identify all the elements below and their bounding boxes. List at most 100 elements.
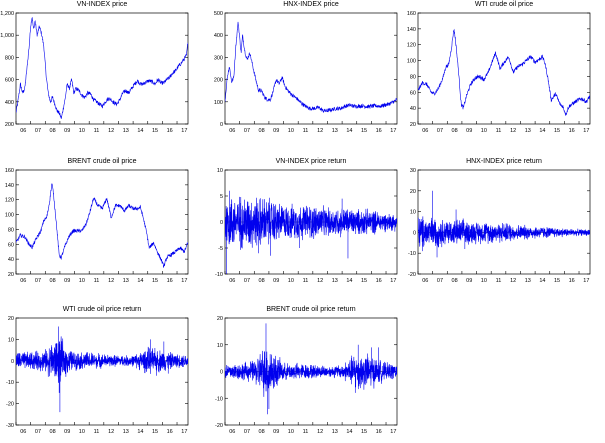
x-tick-label: 15 [152, 429, 158, 435]
x-tick-label: 11 [303, 429, 309, 435]
x-tick-label: 13 [123, 278, 129, 284]
x-tick-label: 12 [510, 128, 516, 134]
y-tick-label: 100 [407, 59, 416, 65]
x-tick-label: 06 [422, 128, 428, 134]
x-tick-label: 17 [181, 429, 187, 435]
x-tick-label: 10 [288, 278, 294, 284]
x-tick-label: 13 [123, 128, 129, 134]
x-tick-label: 15 [554, 128, 560, 134]
x-tick-label: 13 [525, 278, 531, 284]
y-tick-label: 30 [410, 168, 416, 174]
y-tick-label: 10 [217, 168, 223, 174]
x-tick-label: 15 [361, 128, 367, 134]
chart-title: VN-INDEX price return [276, 158, 347, 165]
x-tick-label: 17 [390, 278, 396, 284]
y-tick-label: 400 [5, 100, 14, 106]
y-tick-label: 40 [8, 257, 14, 263]
y-tick-label: 1,000 [0, 33, 14, 39]
x-tick-label: 09 [273, 278, 279, 284]
x-tick-label: 10 [288, 429, 294, 435]
y-tick-label: 800 [5, 55, 14, 61]
chart-title: WTI crude oil price return [63, 306, 142, 313]
y-tick-label: 5 [220, 194, 223, 200]
y-tick-label: 10 [217, 343, 223, 349]
x-tick-label: 08 [259, 128, 265, 134]
plot-frame [224, 12, 398, 125]
y-tick-label: -10 [215, 396, 223, 402]
x-tick-label: 14 [346, 128, 352, 134]
x-tick-label: 16 [569, 278, 575, 284]
chart-title: BRENT crude oil price return [266, 306, 355, 313]
x-tick-label: 16 [376, 128, 382, 134]
x-tick-label: 12 [317, 429, 323, 435]
x-tick-label: 14 [137, 429, 143, 435]
x-tick-label: 11 [496, 278, 502, 284]
y-tick-label: 140 [407, 27, 416, 33]
x-tick-label: 10 [79, 128, 85, 134]
y-tick-label: 1,200 [0, 11, 14, 17]
x-tick-label: 10 [288, 128, 294, 134]
y-tick-label: 100 [5, 213, 14, 219]
x-tick-label: 16 [376, 278, 382, 284]
x-tick-label: 08 [259, 429, 265, 435]
y-tick-label: 20 [410, 189, 416, 195]
x-tick-label: 15 [554, 278, 560, 284]
x-tick-label: 10 [79, 429, 85, 435]
x-tick-label: 14 [137, 278, 143, 284]
x-tick-label: 15 [152, 278, 158, 284]
chart-title: BRENT crude oil price [67, 158, 136, 165]
x-tick-label: 06 [20, 429, 26, 435]
y-tick-label: -10 [6, 380, 14, 386]
y-tick-label: 0 [220, 122, 223, 128]
x-tick-label: 06 [422, 278, 428, 284]
x-tick-label: 11 [303, 278, 309, 284]
plot-frame [417, 169, 591, 275]
x-tick-label: 08 [259, 278, 265, 284]
x-tick-label: 08 [50, 278, 56, 284]
plot-frame [15, 12, 189, 125]
x-tick-label: 13 [332, 278, 338, 284]
y-tick-label: 20 [410, 122, 416, 128]
chart-panel-8: BRENT crude oil price return -20 -10 0 10 20 0… [215, 306, 398, 435]
x-tick-label: 14 [346, 429, 352, 435]
x-tick-label: 08 [50, 429, 56, 435]
series-line [16, 183, 188, 268]
x-tick-label: 09 [64, 278, 70, 284]
series-line [16, 326, 188, 413]
y-tick-label: 0 [413, 230, 416, 236]
y-tick-label: 120 [5, 198, 14, 204]
chart-panel-1: VN-INDEX price 200 400 600 800 1,000 1,200 06 07… [0, 1, 189, 134]
x-tick-label: 08 [50, 128, 56, 134]
series-line [418, 190, 590, 258]
x-tick-label: 14 [137, 128, 143, 134]
x-tick-label: 17 [390, 429, 396, 435]
x-tick-label: 06 [229, 278, 235, 284]
chart-title: HNX-INDEX price [283, 1, 339, 8]
x-tick-label: 14 [539, 278, 545, 284]
x-tick-label: 06 [20, 278, 26, 284]
x-tick-label: 08 [452, 278, 458, 284]
x-tick-label: 17 [181, 278, 187, 284]
x-tick-label: 16 [376, 429, 382, 435]
series-line [418, 28, 590, 116]
x-tick-label: 12 [108, 128, 114, 134]
chart-title: WTI crude oil price [475, 1, 533, 8]
y-tick-label: 60 [410, 90, 416, 96]
series-line [225, 323, 397, 415]
x-tick-label: 13 [123, 429, 129, 435]
y-tick-label: 0 [220, 220, 223, 226]
x-tick-label: 12 [510, 278, 516, 284]
x-tick-label: 06 [229, 128, 235, 134]
x-tick-label: 11 [94, 429, 100, 435]
chart-panel-4: BRENT crude oil price 20 40 60 80 100 120 140 16… [5, 158, 189, 284]
x-tick-label: 08 [452, 128, 458, 134]
y-tick-label: -20 [6, 402, 14, 408]
y-tick-label: -10 [215, 272, 223, 278]
chart-panel-2: HNX-INDEX price 0 100 200 300 400 500 06 07 08 09 1… [214, 1, 398, 134]
x-tick-label: 07 [244, 429, 250, 435]
x-tick-label: 16 [569, 128, 575, 134]
x-tick-label: 09 [466, 278, 472, 284]
x-tick-label: 17 [583, 128, 589, 134]
y-tick-label: 0 [11, 359, 14, 365]
